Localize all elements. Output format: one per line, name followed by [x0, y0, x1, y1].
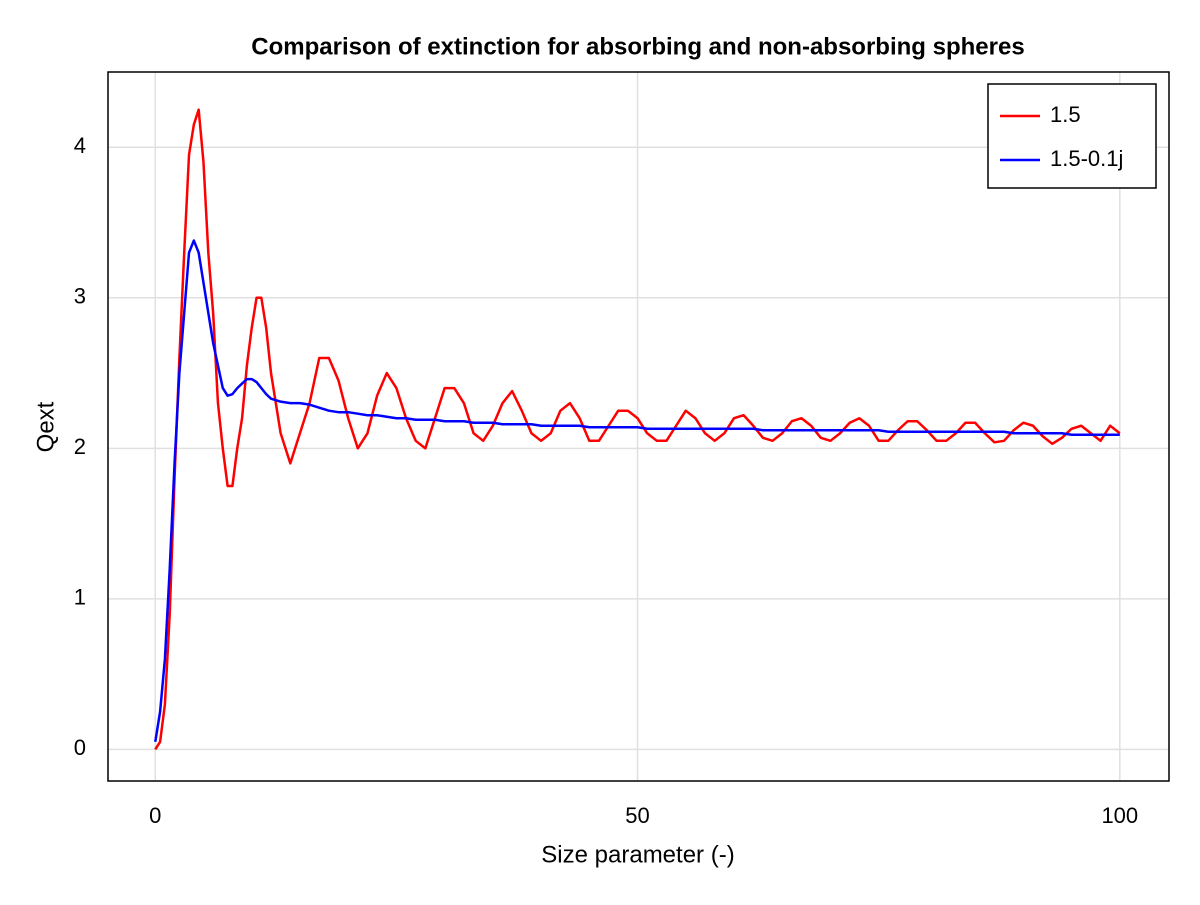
- legend-box: [987, 83, 1157, 189]
- y-tick-label: 4: [74, 133, 86, 158]
- x-tick-label: 0: [149, 803, 161, 828]
- legend-label: 1.5-0.1j: [1050, 146, 1123, 171]
- plot-frame: [107, 71, 1170, 782]
- y-tick-label: 3: [74, 284, 86, 309]
- y-axis-label: Qext: [32, 401, 59, 452]
- lines: [154, 108, 1121, 751]
- x-tick-label: 50: [625, 803, 649, 828]
- series-line: [154, 239, 1120, 743]
- x-axis-label: Size parameter (-): [541, 841, 734, 868]
- chart-title: Comparison of extinction for absorbing a…: [251, 33, 1024, 60]
- series-line: [154, 108, 1121, 751]
- x-tick-label: 100: [1101, 803, 1138, 828]
- legend: 1.5 1.5-0.1j: [987, 83, 1157, 189]
- y-tick-label: 2: [74, 434, 86, 459]
- y-tick-label: 1: [74, 585, 86, 610]
- y-tick-label: 0: [74, 735, 86, 760]
- legend-label: 1.5: [1050, 102, 1081, 127]
